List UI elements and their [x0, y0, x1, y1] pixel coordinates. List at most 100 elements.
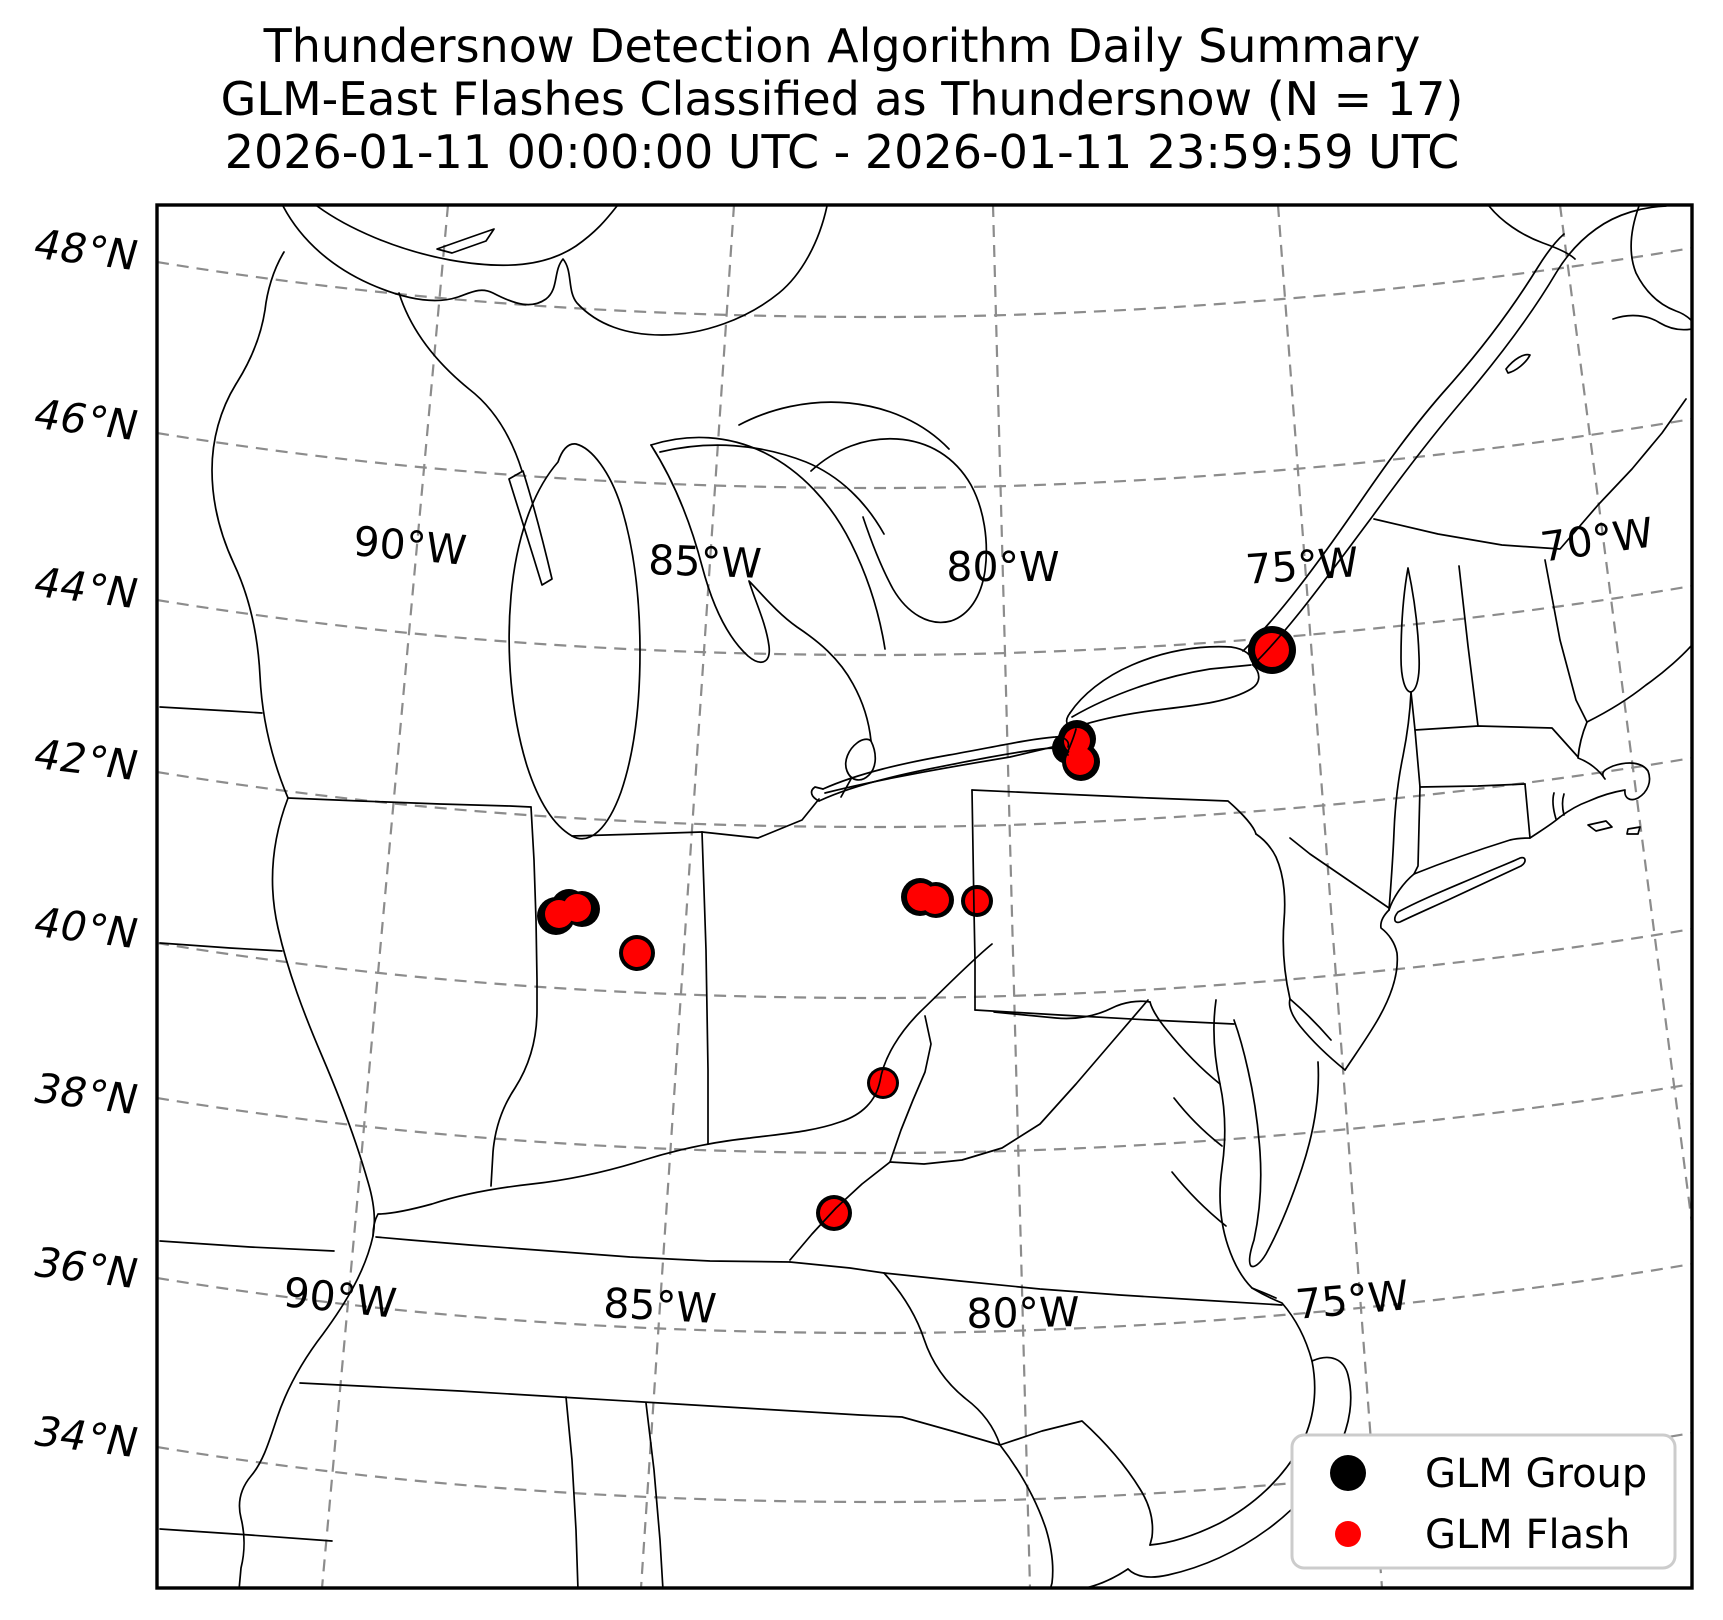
narragansett-bay-1 — [1552, 792, 1557, 820]
nh-me-border — [1544, 559, 1588, 723]
lake-champlain — [1400, 567, 1421, 693]
nantucket — [1626, 826, 1641, 835]
tn-nc-border — [883, 1272, 1001, 1446]
ny-nj-border — [1289, 837, 1390, 909]
delaware-river — [1255, 833, 1291, 1000]
latitude-labels: 48°N 46°N 44°N 42°N 40°N 38°N 36°N 34°N — [28, 221, 144, 1467]
ky-tn-border — [375, 1236, 791, 1263]
glm-flash-marker — [623, 939, 651, 967]
hudson-river — [1388, 691, 1412, 911]
ga-sc-border — [999, 1444, 1054, 1587]
border-through-erie — [824, 744, 1062, 794]
legend-glm-flash-marker — [1335, 1521, 1361, 1547]
lake-erie-west-end — [810, 786, 824, 802]
ar-la-border — [159, 1528, 333, 1542]
wv-va-border — [889, 999, 1149, 1165]
georgian-bay — [810, 437, 988, 624]
mississippi-river — [238, 797, 376, 1587]
delaware-bay — [1288, 998, 1346, 1071]
longitude-tick-label: 85°W — [648, 536, 763, 588]
ma-ct-border — [1419, 783, 1526, 788]
va-tn-border — [789, 1261, 885, 1274]
vt-nh-border — [1458, 565, 1479, 727]
pa-west-border — [971, 789, 976, 1011]
pamlico-sound — [1149, 1360, 1316, 1546]
ohio-river — [372, 943, 993, 1237]
glm-flash-marker — [820, 1199, 848, 1227]
quebec-shore-1 — [1630, 206, 1691, 321]
longitude-tick-label: 90°W — [352, 517, 469, 575]
ct-ri-border — [1524, 783, 1531, 839]
wisconsin-michigan-border — [398, 292, 523, 472]
graticule-gridlines — [158, 206, 1691, 1587]
glm-flash-marker — [921, 886, 949, 914]
legend-glm-group-label: GLM Group — [1425, 1451, 1647, 1497]
delmarva-peninsula — [1233, 1019, 1320, 1268]
longitude-tick-label: 90°W — [281, 1268, 399, 1328]
latitude-tick-label: 46°N — [28, 391, 144, 450]
lake-erie-north-shore — [822, 736, 1070, 790]
niagara-river — [1067, 728, 1077, 752]
nj-coast — [1344, 909, 1399, 1071]
long-island — [1394, 856, 1526, 924]
ms-al-border — [565, 1396, 579, 1587]
glm-flash-marker — [1255, 633, 1289, 667]
legend: GLM Group GLM Flash — [1290, 1433, 1677, 1570]
ma-north-border — [1414, 725, 1579, 758]
glm-flash-marker — [563, 894, 591, 922]
rappahannock-river — [1173, 1097, 1223, 1147]
latitude-tick-label: 48°N — [28, 221, 144, 280]
green-bay — [508, 470, 553, 586]
st-lawrence-island — [1505, 353, 1531, 374]
wv-ky-border — [889, 1015, 932, 1163]
lake-superior-south-shore — [282, 206, 828, 336]
latitude-tick-label: 40°N — [28, 899, 144, 958]
border-through-ontario — [1071, 664, 1252, 718]
latitude-tick-label: 38°N — [28, 1065, 144, 1124]
ky-va-border — [789, 1161, 891, 1261]
longitude-tick-label: 70°W — [1538, 508, 1657, 571]
lake-ontario-north-shore — [1069, 645, 1254, 714]
longitude-tick-label: 75°W — [1294, 1271, 1411, 1329]
potomac-upper — [993, 1000, 1151, 1020]
ia-mo-border — [159, 942, 283, 952]
mo-ar-border — [159, 1240, 335, 1252]
map-geography — [159, 206, 1691, 1587]
lake-ontario-west-end — [1065, 712, 1077, 728]
quebec-shore-2 — [1612, 314, 1691, 331]
map-frame — [155, 203, 1694, 1590]
lake-michigan — [508, 443, 641, 840]
nc-south-coast — [1088, 1568, 1129, 1587]
ny-east-border — [1410, 691, 1421, 875]
il-in-border — [490, 806, 538, 1187]
potomac-river — [1149, 1001, 1221, 1085]
isle-royale — [436, 228, 495, 254]
wi-west-border — [211, 251, 289, 799]
lake-ontario-south-shore — [1075, 664, 1260, 728]
marthas-vineyard — [1587, 820, 1613, 832]
va-nc-border — [883, 1272, 1283, 1306]
latitude-tick-label: 36°N — [28, 1239, 144, 1298]
va-coast — [1251, 1287, 1313, 1362]
latitude-tick-label: 42°N — [28, 731, 144, 790]
legend-glm-group-marker — [1330, 1455, 1366, 1491]
title-line-2: GLM-East Flashes Classified as Thundersn… — [221, 72, 1464, 126]
lake-superior-north-shore — [316, 206, 618, 267]
us-canada-45n-border — [1373, 398, 1687, 550]
mi-in-border — [571, 831, 703, 837]
lake-huron-east-shore — [650, 436, 886, 650]
ottawa-river — [1488, 206, 1576, 260]
longitude-labels: 90°W 85°W 80°W 75°W 70°W 90°W 85°W 80°W 75°W — [281, 508, 1656, 1338]
legend-box — [1290, 1433, 1677, 1570]
latitude-tick-label: 44°N — [28, 559, 144, 618]
james-river — [1171, 1171, 1227, 1227]
longitude-tick-label: 75°W — [1244, 538, 1360, 594]
tn-south-border — [299, 1382, 1001, 1446]
border-through-huron — [659, 444, 885, 535]
ct-coast — [1413, 816, 1561, 875]
glm-flash-marker — [965, 889, 989, 913]
longitude-tick-label: 85°W — [602, 1279, 718, 1333]
lake-huron-west-shore — [650, 444, 872, 742]
st-lawrence-south-bank — [1252, 206, 1667, 666]
